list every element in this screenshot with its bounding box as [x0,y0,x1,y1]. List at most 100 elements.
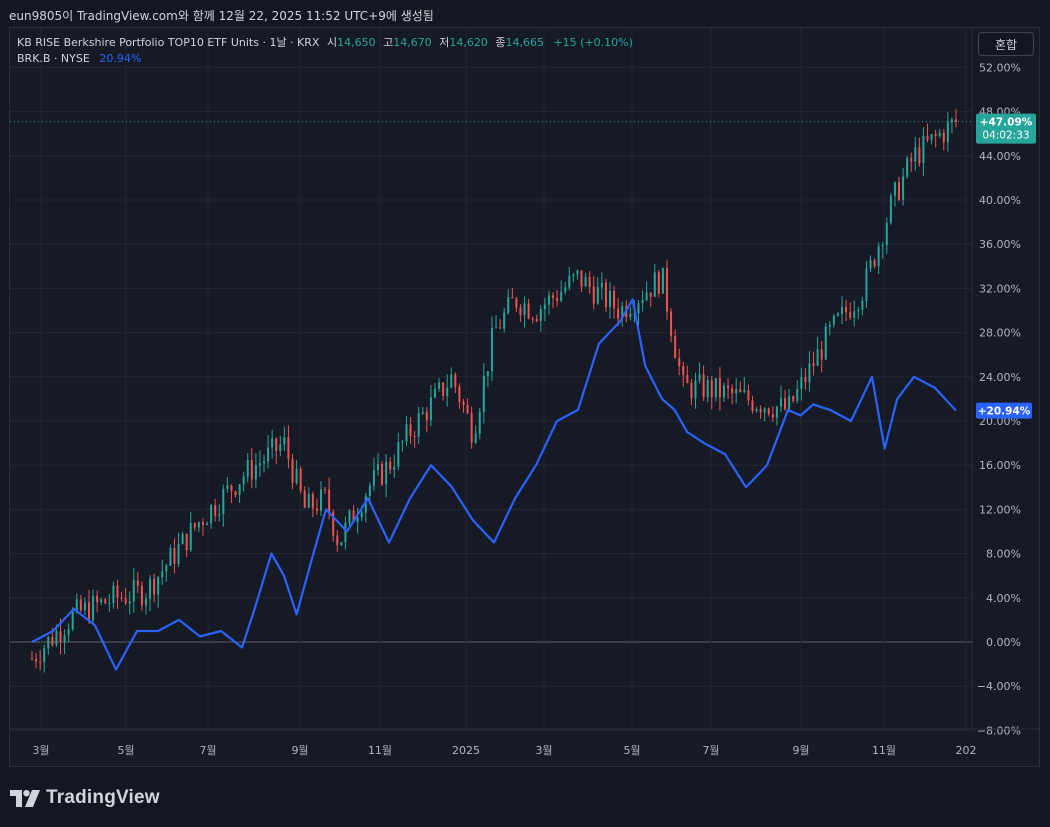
candle-body [287,437,290,459]
candle-body [792,396,795,401]
candle-body [775,406,778,418]
candle-body [201,522,204,526]
candle-body [417,413,420,437]
open-label: 시 [326,36,338,49]
candle-body [853,311,856,318]
x-tick-label: 9월 [792,744,809,757]
candle-body [771,414,774,418]
candle-body [51,636,54,645]
x-tick-label: 7월 [702,744,719,757]
candle-body [267,447,270,462]
candle-body [92,595,95,621]
candle-body [902,176,905,200]
candle-body [869,260,872,269]
candle-body [747,390,750,401]
candle-body [694,380,697,399]
x-tick-label: 3월 [32,744,49,757]
candle-body [832,315,835,325]
compare-series-line [31,298,957,671]
candle-body [104,599,107,604]
candle-body [560,291,563,301]
candle-body [169,548,172,566]
candle-body [63,635,66,642]
y-tick-label: 32.00% [979,282,1021,295]
candle-body [246,460,249,477]
candle-body [185,533,188,550]
candle-body [661,267,664,294]
candle-body [820,349,823,360]
candle-body [311,494,314,509]
candle-body [197,522,200,528]
legend-compare-row: BRK.B · NYSE 20.94% [17,51,633,67]
candle-body [519,307,522,316]
candle-body [865,268,868,301]
candle-body [641,300,644,304]
candle-body [682,366,685,375]
y-tick-label: 44.00% [979,150,1021,163]
candle-body [613,290,616,309]
candle-body [478,411,481,434]
candle-body [507,297,510,313]
candle-body [149,578,152,599]
candle-body [385,461,388,485]
y-tick-label: 12.00% [979,503,1021,516]
candle-body [100,599,103,603]
candle-body [328,489,331,512]
candle-body [930,134,933,140]
candle-body [543,304,546,310]
candle-body [189,523,192,550]
candle-body [714,378,717,398]
main-symbol-name[interactable]: KB RISE Berkshire Portfolio TOP10 ETF Un… [17,36,320,49]
candle-body [381,463,384,485]
candle-body [271,438,274,448]
candle-body [454,374,457,387]
close-label: 종 [495,36,506,49]
candle-body [906,158,909,177]
candle-body [796,388,799,401]
candle-body [698,374,701,381]
candle-body [857,309,860,312]
chart-legend: KB RISE Berkshire Portfolio TOP10 ETF Un… [17,35,633,67]
candle-body [144,598,147,606]
chart-plot[interactable]: 52.00%48.00%44.00%40.00%36.00%32.00%28.0… [10,28,1039,766]
candle-body [320,489,323,511]
x-tick-label: 7월 [199,744,216,757]
footer-brand[interactable]: TradingView [10,786,160,810]
candle-body [828,324,831,327]
candle-body [474,433,477,443]
candle-body [279,444,282,451]
candle-body [727,385,730,389]
candle-body [922,135,925,163]
compare-symbol-name[interactable]: BRK.B · NYSE [17,52,90,65]
candle-body [499,327,502,329]
candle-body [344,522,347,543]
candle-body [674,335,677,359]
candle-body [836,313,839,316]
candle-body [523,303,526,316]
snapshot-caption: eun9805이 TradingView.com와 함께 12월 22, 202… [9,9,434,23]
candle-body [136,580,139,586]
candle-body [788,396,791,410]
candle-body [254,465,257,480]
tradingview-logo-text: TradingView [46,787,160,808]
candle-body [470,413,473,443]
candle-body [96,595,99,603]
candle-body [348,510,351,523]
chart-area[interactable]: 52.00% 48.00% 44.00% 40.00% 36.00% 32.00% 28.0… [9,27,1040,767]
candle-body [495,327,498,329]
candle-body [153,578,156,595]
candle-body [670,311,673,336]
x-tick-label: 9월 [291,744,308,757]
candle-body [364,495,367,513]
candle-body [572,274,575,277]
caption-bar: eun9805이 TradingView.com와 함께 12월 22, 202… [0,0,1050,28]
scale-mode-button[interactable]: 혼합 [978,32,1034,56]
candle-body [324,489,327,491]
candle-body [405,424,408,442]
y-tick-label: 24.00% [979,371,1021,384]
candle-body [898,182,901,200]
candle-body [222,489,225,515]
candle-body [702,374,705,398]
candle-body [950,119,953,123]
legend-main-row: KB RISE Berkshire Portfolio TOP10 ETF Un… [17,35,633,51]
